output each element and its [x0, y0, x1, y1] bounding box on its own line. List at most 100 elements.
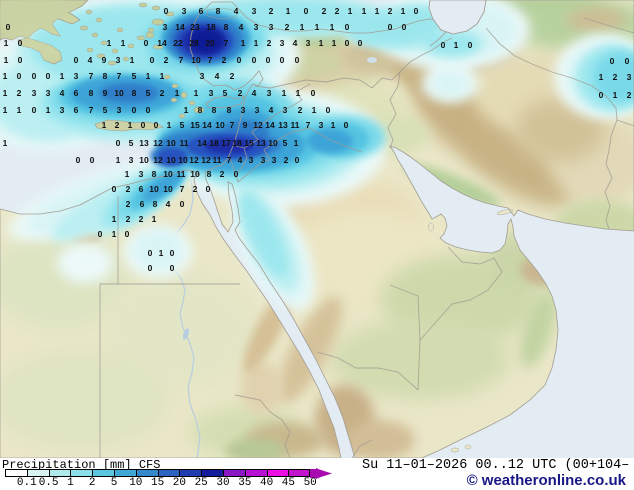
- svg-text:5: 5: [132, 71, 137, 81]
- svg-text:0: 0: [414, 6, 419, 16]
- svg-text:0: 0: [610, 56, 615, 66]
- svg-text:8: 8: [153, 199, 158, 209]
- svg-text:12: 12: [153, 138, 163, 148]
- svg-text:1: 1: [167, 120, 172, 130]
- svg-text:8: 8: [152, 169, 157, 179]
- svg-text:2: 2: [115, 120, 120, 130]
- svg-text:0: 0: [154, 120, 159, 130]
- svg-text:0: 0: [164, 6, 169, 16]
- svg-text:2: 2: [126, 184, 131, 194]
- svg-text:14: 14: [265, 120, 275, 130]
- svg-text:1: 1: [319, 38, 324, 48]
- svg-text:18: 18: [232, 138, 242, 148]
- svg-text:28: 28: [189, 38, 199, 48]
- svg-text:7: 7: [208, 55, 213, 65]
- svg-text:12: 12: [201, 155, 211, 165]
- svg-text:1: 1: [3, 88, 8, 98]
- svg-text:3: 3: [261, 155, 266, 165]
- svg-text:14: 14: [157, 38, 167, 48]
- svg-text:3: 3: [627, 72, 632, 82]
- svg-text:0: 0: [112, 184, 117, 194]
- svg-text:1: 1: [3, 71, 8, 81]
- svg-text:1: 1: [282, 88, 287, 98]
- svg-text:4: 4: [88, 55, 93, 65]
- svg-text:11: 11: [213, 155, 222, 165]
- svg-text:5: 5: [283, 138, 288, 148]
- svg-text:2: 2: [139, 214, 144, 224]
- svg-text:2: 2: [220, 169, 225, 179]
- svg-text:8: 8: [216, 6, 221, 16]
- svg-text:2: 2: [193, 184, 198, 194]
- svg-text:0: 0: [132, 105, 137, 115]
- svg-text:10: 10: [163, 169, 173, 179]
- svg-text:0: 0: [295, 55, 300, 65]
- svg-text:4: 4: [239, 22, 244, 32]
- svg-text:8: 8: [103, 71, 108, 81]
- svg-text:12: 12: [189, 155, 199, 165]
- svg-text:1: 1: [401, 6, 406, 16]
- svg-text:0: 0: [76, 155, 81, 165]
- svg-text:1: 1: [175, 88, 180, 98]
- svg-text:3: 3: [117, 105, 122, 115]
- svg-text:8: 8: [89, 88, 94, 98]
- svg-text:0: 0: [625, 56, 630, 66]
- svg-text:0: 0: [170, 263, 175, 273]
- svg-text:8: 8: [198, 105, 203, 115]
- svg-text:1: 1: [300, 22, 305, 32]
- svg-text:11: 11: [177, 169, 186, 179]
- svg-text:1: 1: [286, 6, 291, 16]
- svg-text:0: 0: [304, 6, 309, 16]
- svg-text:3: 3: [139, 169, 144, 179]
- svg-text:7: 7: [89, 71, 94, 81]
- svg-text:2: 2: [17, 88, 22, 98]
- svg-text:1: 1: [315, 22, 320, 32]
- svg-text:23: 23: [190, 22, 200, 32]
- svg-text:0: 0: [148, 263, 153, 273]
- svg-text:5: 5: [103, 105, 108, 115]
- svg-text:7: 7: [230, 120, 235, 130]
- svg-text:1: 1: [60, 71, 65, 81]
- svg-text:0: 0: [599, 90, 604, 100]
- svg-text:0: 0: [295, 155, 300, 165]
- svg-text:1: 1: [599, 72, 604, 82]
- svg-text:13: 13: [278, 120, 288, 130]
- svg-text:5: 5: [223, 88, 228, 98]
- svg-text:3: 3: [283, 105, 288, 115]
- svg-text:1: 1: [194, 88, 199, 98]
- svg-text:2: 2: [335, 6, 340, 16]
- svg-text:1: 1: [613, 90, 618, 100]
- svg-text:2: 2: [285, 22, 290, 32]
- svg-text:0: 0: [18, 55, 23, 65]
- svg-text:2: 2: [164, 55, 169, 65]
- svg-text:1: 1: [4, 55, 9, 65]
- svg-text:11: 11: [180, 138, 189, 148]
- svg-text:1: 1: [112, 229, 117, 239]
- svg-text:0: 0: [252, 55, 257, 65]
- svg-text:0: 0: [326, 105, 331, 115]
- svg-text:10: 10: [268, 138, 278, 148]
- svg-text:0: 0: [170, 248, 175, 258]
- svg-text:1: 1: [362, 6, 367, 16]
- svg-text:0: 0: [402, 22, 407, 32]
- svg-text:0: 0: [345, 38, 350, 48]
- svg-text:0: 0: [125, 229, 130, 239]
- svg-text:15: 15: [190, 120, 200, 130]
- svg-text:13: 13: [256, 138, 266, 148]
- svg-text:4: 4: [252, 88, 257, 98]
- svg-text:0: 0: [345, 22, 350, 32]
- svg-text:0: 0: [388, 22, 393, 32]
- svg-text:3: 3: [182, 6, 187, 16]
- svg-text:3: 3: [60, 105, 65, 115]
- svg-text:1: 1: [294, 138, 299, 148]
- svg-text:0: 0: [46, 71, 51, 81]
- svg-text:2: 2: [613, 72, 618, 82]
- svg-text:0: 0: [266, 55, 271, 65]
- svg-text:0: 0: [141, 120, 146, 130]
- svg-text:10: 10: [149, 184, 159, 194]
- svg-text:10: 10: [139, 155, 149, 165]
- svg-text:17: 17: [221, 138, 231, 148]
- svg-text:2: 2: [126, 199, 131, 209]
- svg-text:0: 0: [6, 22, 11, 32]
- svg-text:8: 8: [224, 22, 229, 32]
- svg-text:1: 1: [254, 38, 259, 48]
